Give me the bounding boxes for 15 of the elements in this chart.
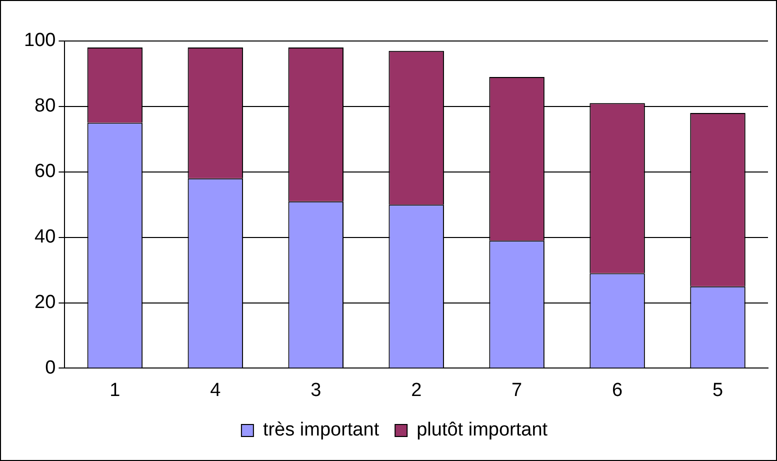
x-tick-label: 5 [712,380,724,401]
y-tick-label: 40 [34,226,56,248]
x-tick-label: 3 [310,380,322,401]
y-tick-label: 60 [34,161,56,182]
legend-label: très important [262,420,380,441]
y-tick-label: 0 [45,357,56,378]
x-tick-label: 2 [411,380,422,401]
y-tick-label: 100 [24,30,56,52]
x-tick-label: 7 [512,380,522,401]
y-tick-label: 80 [34,96,56,117]
y-tick-label: 20 [34,292,56,313]
x-tick-label: 6 [612,380,623,401]
x-tick-label: 1 [110,380,120,401]
x-tick-label: 4 [210,380,222,401]
legend-label: plutôt important [416,420,548,441]
